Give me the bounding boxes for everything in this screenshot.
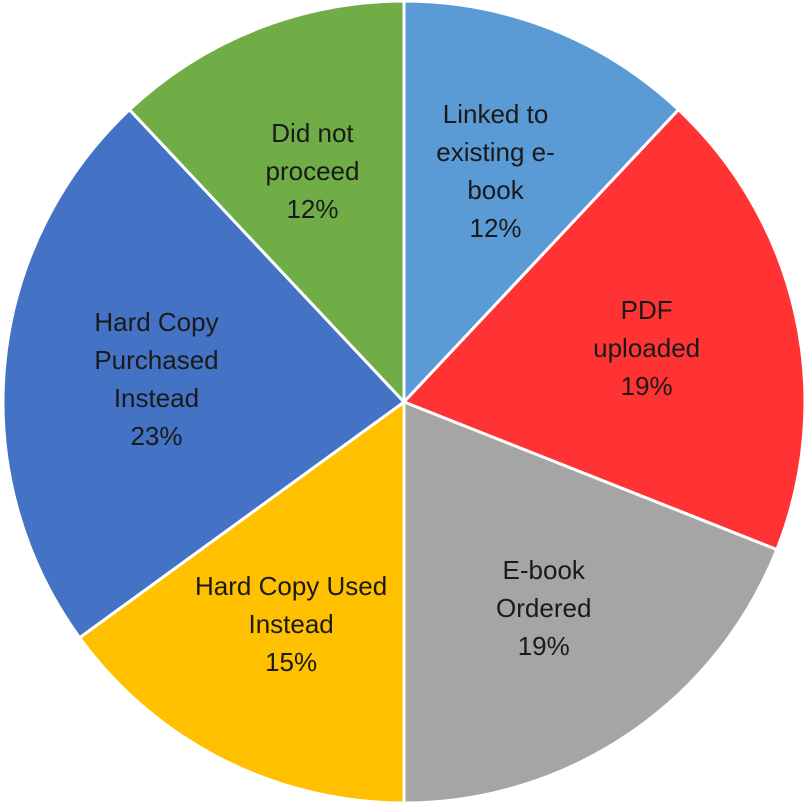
value-label: 12% [286,193,339,224]
category-label: Did not proceed [265,117,360,186]
slice-label: E-book Ordered 19% [469,551,619,665]
pie-slice [401,107,807,552]
slice-label: Linked to existing e-book 12% [421,95,571,247]
value-label: 19% [620,370,673,401]
slice-label: PDF uploaded 19% [572,291,722,405]
pie-slice [127,0,406,406]
pie-slice [77,399,406,805]
category-label: Hard Copy Used Instead [195,570,388,639]
category-label: PDF uploaded [593,294,701,363]
category-label: Linked to existing e-book [436,98,555,205]
category-label: Hard Copy Purchased Instead [94,306,219,413]
value-label: 15% [265,646,318,677]
slice-label: Hard Copy Used Instead 15% [186,567,396,681]
pie-slice [402,399,779,805]
slice-label: Did not proceed 12% [237,114,387,228]
value-label: 12% [469,212,522,243]
pie-slice [402,0,681,406]
pie-slice [1,107,407,640]
slice-label: Hard Copy Purchased Instead 23% [66,303,246,455]
value-label: 23% [130,420,183,451]
category-label: E-book Ordered [496,554,592,623]
value-label: 19% [517,630,570,661]
